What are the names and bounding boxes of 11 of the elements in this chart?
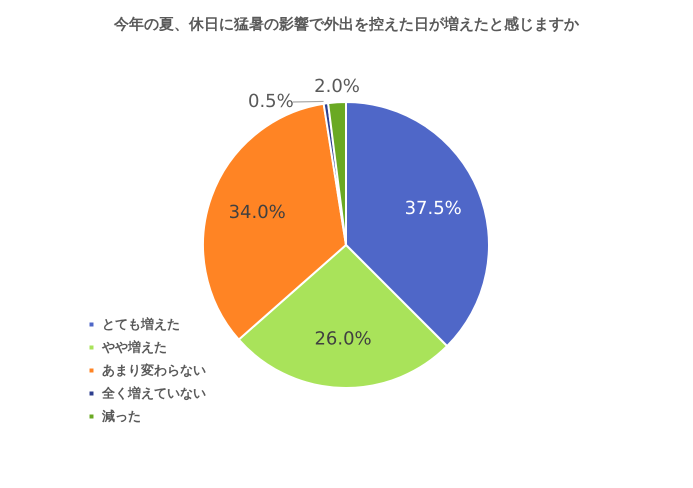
legend-label: あまり変わらない [102, 362, 206, 378]
legend-label: とても増えた [102, 316, 180, 332]
data-label: 37.5% [404, 198, 462, 219]
chart-title: 今年の夏、休日に猛暑の影響で外出を控えた日が増えたと感じますか [113, 15, 580, 33]
data-label: 0.5% [248, 91, 294, 112]
legend-label: やや増えた [101, 340, 167, 356]
legend-label: 減った [101, 410, 141, 424]
data-label: 26.0% [314, 328, 372, 350]
data-label: 34.0% [228, 202, 286, 224]
legend-label: 全く増えていない [101, 386, 206, 402]
data-label: 2.0% [314, 76, 360, 97]
